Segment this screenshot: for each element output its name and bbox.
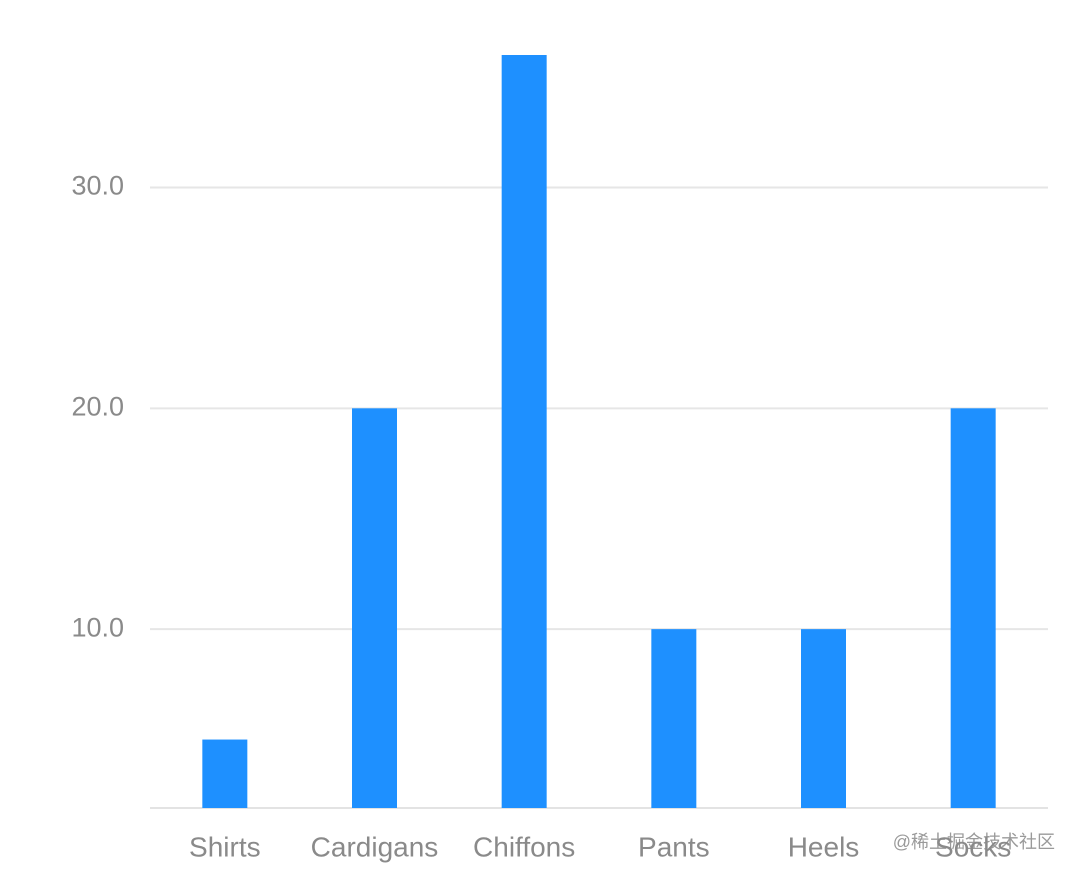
watermark: @稀土掘金技术社区 <box>893 832 1055 852</box>
x-tick-label: Heels <box>788 831 860 862</box>
y-tick-label: 10.0 <box>71 612 124 642</box>
bar <box>801 629 846 808</box>
x-tick-label: Chiffons <box>473 831 575 862</box>
y-tick-label: 30.0 <box>71 171 124 201</box>
bar <box>352 408 397 808</box>
x-tick-label: Pants <box>638 831 710 862</box>
bar <box>501 55 547 808</box>
y-tick-label: 20.0 <box>71 391 124 421</box>
bar <box>950 408 996 808</box>
x-tick-label: Shirts <box>189 831 261 862</box>
x-tick-label: Socks <box>935 831 1011 862</box>
bar <box>651 629 697 808</box>
bar <box>202 739 248 808</box>
x-tick-label: Cardigans <box>311 831 439 862</box>
